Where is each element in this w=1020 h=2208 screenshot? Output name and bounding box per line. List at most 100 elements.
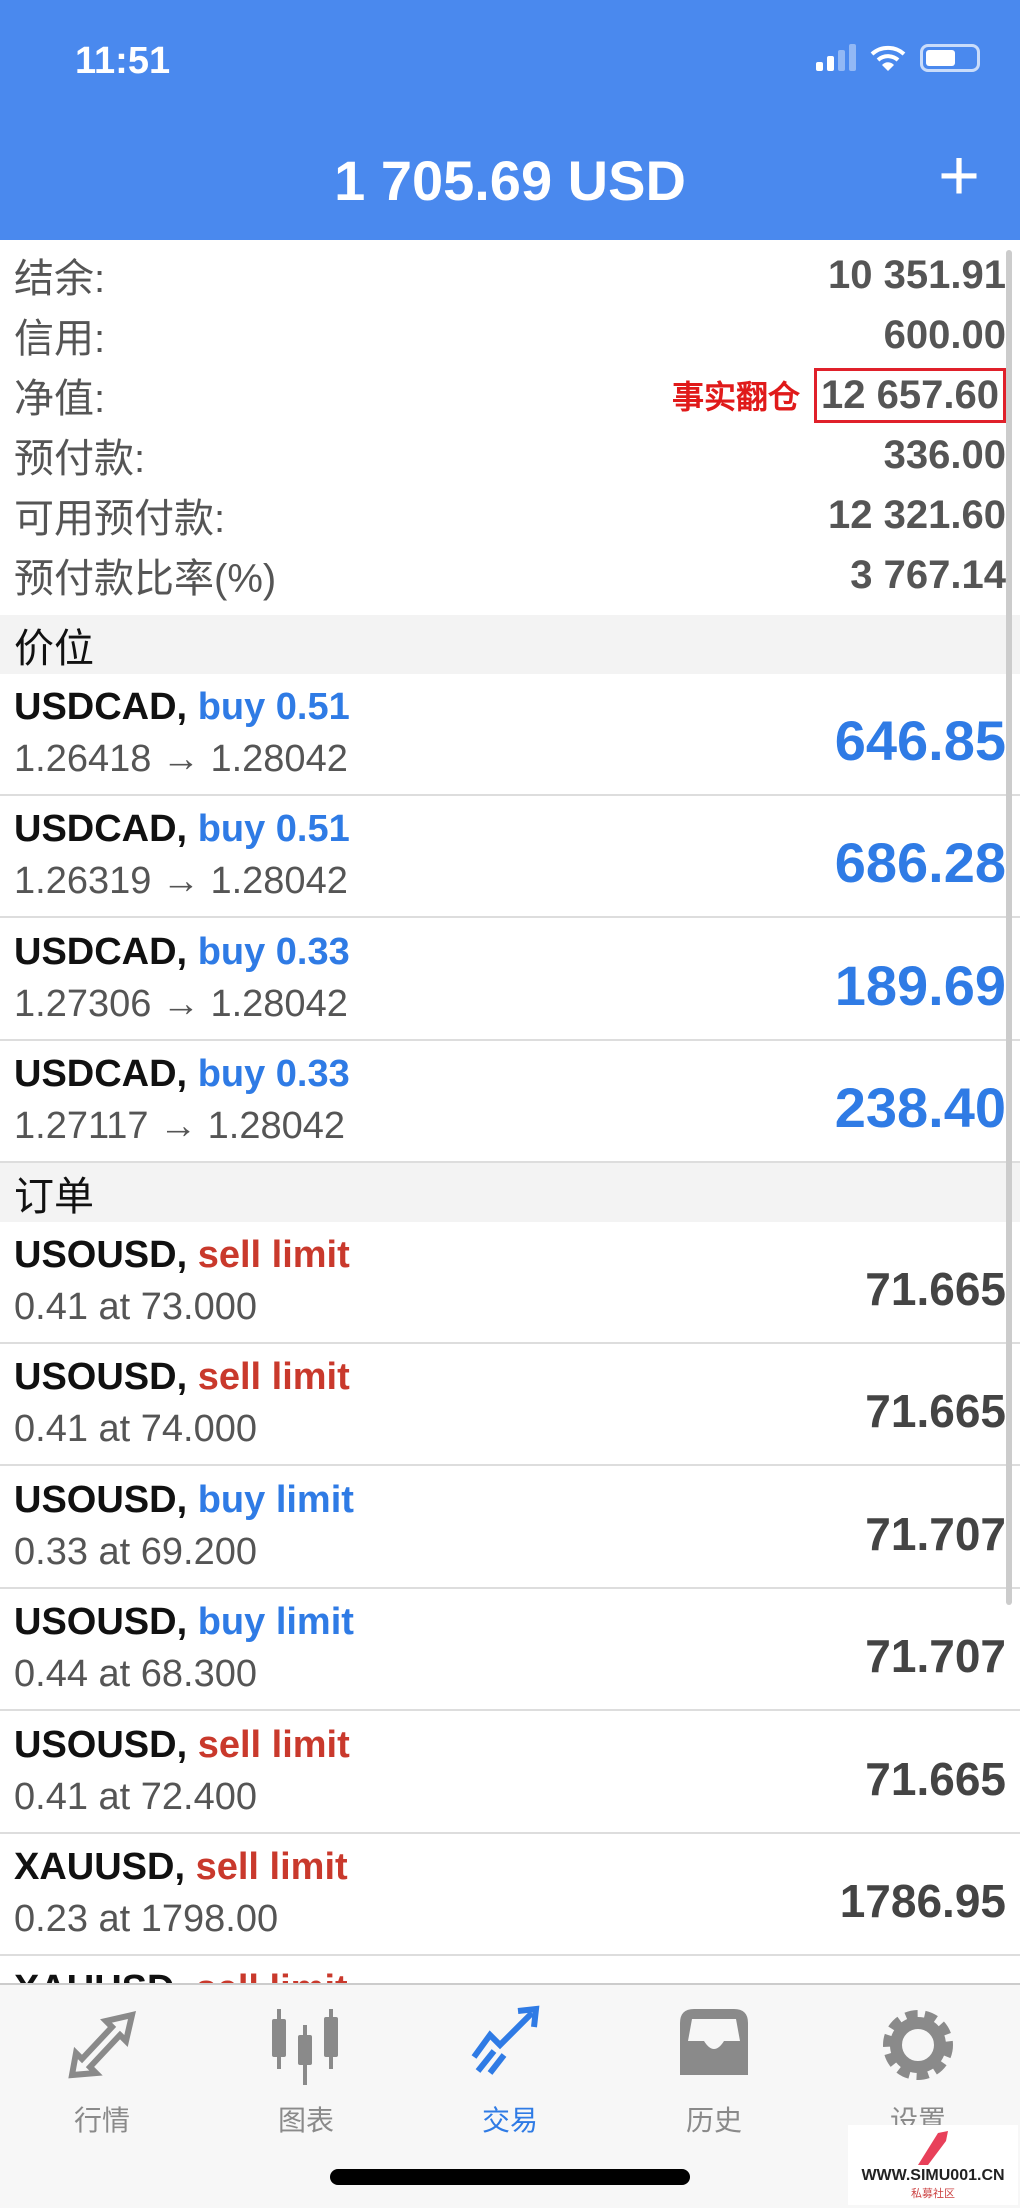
value: 336.00 (883, 432, 1006, 477)
row-detail: 1.27306 → 1.28042 (14, 982, 348, 1025)
order-type: buy 0.51 (197, 686, 350, 728)
row-title: USDCAD, buy 0.33 (14, 1053, 350, 1096)
trade-icon (471, 2005, 540, 2075)
summary-row-margin: 预付款: 336.00 (0, 425, 1020, 485)
symbol: USOUSD, (14, 1356, 188, 1399)
position-row[interactable]: USDCAD, buy 0.33 1.27117 → 1.28042 238.4… (0, 1041, 1020, 1164)
order-type: sell limit (197, 1723, 350, 1766)
value: 3 767.14 (850, 552, 1006, 597)
order-row[interactable]: XAUUSD, sell limit 0.23 at 1798.00 1786.… (0, 1834, 1020, 1956)
row-title: USDCAD, buy 0.51 (14, 686, 350, 729)
header: 11:51 1 705.69 USD + (0, 0, 1020, 240)
order-row[interactable]: USOUSD, sell limit 0.41 at 74.000 71.665 (0, 1344, 1020, 1467)
position-row[interactable]: USDCAD, buy 0.51 1.26319 → 1.28042 686.2… (0, 796, 1020, 919)
row-detail: 0.23 at 1798.00 (14, 1898, 279, 1940)
value: 12 321.60 (828, 492, 1006, 537)
symbol: USOUSD, (14, 1601, 188, 1644)
symbol: XAUUSD, (14, 1846, 186, 1888)
value: 10 351.91 (828, 252, 1006, 297)
home-indicator[interactable] (330, 2169, 690, 2185)
order-row[interactable]: USOUSD, buy limit 0.33 at 69.200 71.707 (0, 1467, 1020, 1589)
status-time: 11:51 (75, 40, 171, 82)
order-row[interactable]: USOUSD, sell limit 0.41 at 73.000 71.665 (0, 1222, 1020, 1344)
row-detail: 1.27117 → 1.28042 (14, 1105, 346, 1148)
summary-row-margin-level: 预付款比率(%) 3 767.14 (0, 545, 1020, 605)
tab-quotes[interactable]: 行情 (0, 2005, 204, 2139)
current-price: 71.665 (865, 1263, 1006, 1315)
label: 可用预付款: (14, 497, 226, 541)
symbol: USOUSD, (14, 1234, 188, 1276)
watermark-logo: WWW.SIMU001.CN 私募社区 (848, 2125, 1018, 2205)
symbol: USDCAD, (14, 808, 188, 851)
label: 净值: (14, 377, 106, 421)
watermark-caption: 私募社区 (911, 2188, 955, 2200)
tab-history[interactable]: 历史 (612, 2005, 816, 2139)
history-icon (680, 2009, 748, 2075)
quotes-icon (68, 2010, 137, 2079)
row-detail: 1.26418 → 1.28042 (14, 738, 348, 780)
order-type: buy limit (197, 1478, 354, 1521)
row-detail: 0.41 at 73.000 (14, 1286, 257, 1328)
balance-title: 1 705.69 USD (334, 149, 686, 212)
label: 预付款: (14, 437, 146, 481)
order-type: buy 0.51 (197, 808, 350, 851)
current-price: 71.665 (865, 1752, 1006, 1805)
tab-chart[interactable]: 图表 (204, 2005, 408, 2139)
row-detail: 0.41 at 74.000 (14, 1408, 257, 1451)
profit-value: 189.69 (834, 953, 1006, 1017)
tab-label: 交易 (481, 2105, 538, 2136)
symbol: USOUSD, (14, 1723, 188, 1766)
order-row[interactable]: USOUSD, buy limit 0.44 at 68.300 71.707 (0, 1589, 1020, 1712)
symbol: USDCAD, (14, 1053, 188, 1096)
label: 结余: (14, 257, 106, 301)
summary-row-free-margin: 可用预付款: 12 321.60 (0, 485, 1020, 545)
row-title: USOUSD, sell limit (14, 1724, 350, 1767)
row-detail: 0.41 at 72.400 (14, 1775, 257, 1818)
summary-row-balance: 结余: 10 351.91 (0, 245, 1020, 305)
row-detail: 0.44 at 68.300 (14, 1653, 257, 1696)
value: 12 657.60 (814, 367, 1006, 423)
watermark-site: WWW.SIMU001.CN (861, 2167, 1005, 2184)
position-row[interactable]: USDCAD, buy 0.51 1.26418 → 1.28042 646.8… (0, 674, 1020, 796)
wifi-icon (870, 45, 906, 71)
signal-icon (816, 44, 856, 71)
row-title: XAUUSD, sell limit (14, 1846, 348, 1889)
plus-icon[interactable]: + (937, 136, 980, 216)
row-title: USOUSD, sell limit (14, 1234, 350, 1277)
row-detail: 0.33 at 69.200 (14, 1530, 257, 1573)
row-title: USDCAD, buy 0.51 (14, 808, 350, 851)
order-type: sell limit (197, 1356, 350, 1399)
tab-trade[interactable]: 交易 (408, 2005, 612, 2139)
label: 信用: (14, 317, 106, 361)
row-title: USOUSD, buy limit (14, 1601, 354, 1644)
current-price: 1786.95 (839, 1875, 1006, 1927)
tab-settings[interactable]: 设置 (816, 2005, 1020, 2139)
symbol: USDCAD, (14, 686, 188, 728)
value: 600.00 (883, 312, 1006, 357)
scrollbar[interactable] (1006, 250, 1012, 1605)
order-type: buy limit (197, 1601, 354, 1644)
position-row[interactable]: USDCAD, buy 0.33 1.27306 → 1.28042 189.6… (0, 919, 1020, 1041)
order-type: buy 0.33 (197, 930, 350, 973)
account-summary: 结余: 10 351.91 信用: 600.00 净值: 事实翻仓 12 657.60 … (0, 245, 1020, 605)
annotation: 事实翻仓 (672, 379, 801, 415)
symbol: USOUSD, (14, 1478, 188, 1521)
row-title: USOUSD, buy limit (14, 1479, 354, 1522)
order-row[interactable]: USOUSD, sell limit 0.41 at 72.400 71.665 (0, 1712, 1020, 1834)
tab-label: 行情 (73, 2105, 130, 2136)
symbol: USDCAD, (14, 930, 188, 973)
logo-icon (918, 2131, 948, 2165)
profit-value: 686.28 (834, 831, 1006, 895)
summary-row-credit: 信用: 600.00 (0, 305, 1020, 365)
label: 预付款比率(%) (14, 557, 277, 601)
current-price: 71.707 (865, 1507, 1006, 1560)
current-price: 71.665 (865, 1385, 1006, 1438)
positions-header: 价位 (0, 615, 1020, 674)
order-type: buy 0.33 (197, 1053, 350, 1096)
chart-icon (272, 2009, 338, 2085)
row-title: USDCAD, buy 0.33 (14, 931, 350, 974)
battery-icon (920, 44, 980, 72)
order-type: sell limit (195, 1846, 348, 1888)
profit-value: 238.40 (834, 1076, 1006, 1140)
profit-value: 646.85 (834, 709, 1006, 772)
